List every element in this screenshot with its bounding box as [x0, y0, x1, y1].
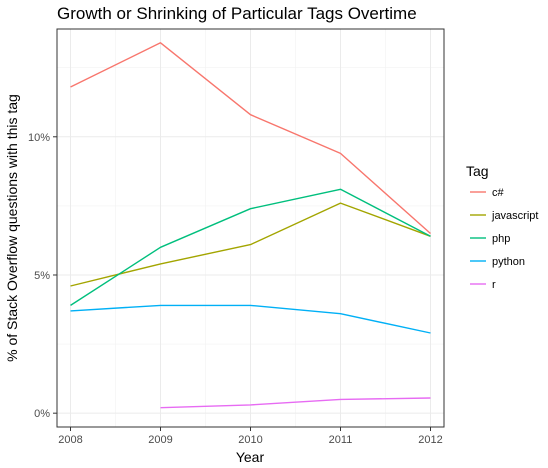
y-tick-label: 10% [28, 132, 50, 144]
legend-label: r [492, 279, 496, 291]
plot-panel [56, 28, 445, 428]
chart-title: Growth or Shrinking of Particular Tags O… [57, 4, 417, 23]
x-tick-label: 2008 [58, 434, 82, 446]
legend: Tag c# javascript php python r [466, 163, 538, 291]
x-tick-label: 2011 [329, 434, 353, 446]
x-tick-label: 2009 [148, 434, 172, 446]
y-axis-title: % of Stack Overflow questions with this … [4, 94, 20, 362]
series-line-javascript [70, 202, 431, 287]
legend-label: c# [492, 187, 505, 199]
series-lines [70, 42, 431, 409]
series-line-python [70, 304, 431, 334]
y-tick-label: 0% [34, 408, 50, 420]
series-line-php [70, 188, 431, 306]
legend-label: php [492, 233, 510, 245]
legend-label: python [492, 256, 525, 268]
x-tick-label: 2012 [418, 434, 442, 446]
legend-label: javascript [491, 210, 538, 222]
series-line-r [160, 397, 431, 409]
legend-title: Tag [466, 163, 489, 179]
x-tick-label: 2010 [238, 434, 262, 446]
axis-ticks: 2008 2009 2010 2011 2012 0% 5% 10% [28, 132, 443, 446]
series-line-csharp [70, 42, 431, 235]
y-tick-label: 5% [34, 270, 50, 282]
x-axis-title: Year [236, 449, 265, 465]
